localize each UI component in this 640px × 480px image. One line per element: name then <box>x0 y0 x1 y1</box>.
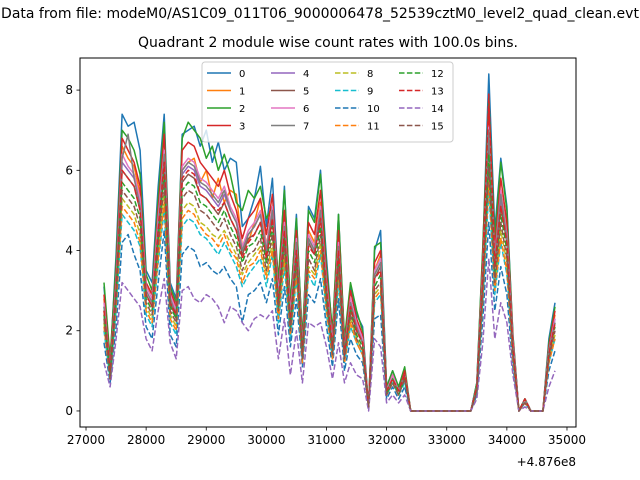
y-axis-ticks: 0 2 4 6 8 <box>65 83 80 418</box>
legend-label-8: 8 <box>367 69 373 80</box>
x-axis-ticks: 27000 28000 29000 30000 31000 32000 33000 34000… <box>67 427 586 447</box>
legend-label-14: 14 <box>431 104 444 115</box>
series-lines <box>103 73 556 412</box>
x-offset-text: +4.876e8 <box>517 455 576 469</box>
x-tick-label: 30000 <box>247 433 285 447</box>
legend-label-0: 0 <box>239 69 245 80</box>
chart-title: Quadrant 2 module wise count rates with … <box>138 35 518 51</box>
x-tick-label: 35000 <box>548 433 586 447</box>
figure-suptitle: Data from file: modeM0/AS1C09_011T06_900… <box>1 6 639 22</box>
legend-frame <box>201 61 454 143</box>
legend-label-4: 4 <box>303 69 309 80</box>
y-tick-label: 0 <box>65 404 73 418</box>
legend-label-10: 10 <box>367 104 380 115</box>
legend-label-2: 2 <box>239 104 245 115</box>
x-tick-label: 28000 <box>127 433 165 447</box>
legend-label-15: 15 <box>431 122 444 133</box>
x-tick-label: 27000 <box>67 433 105 447</box>
x-tick-label: 29000 <box>187 433 225 447</box>
legend-label-12: 12 <box>431 69 444 80</box>
series-line-15 <box>103 165 556 412</box>
x-tick-label: 31000 <box>307 433 345 447</box>
x-tick-label: 32000 <box>368 433 406 447</box>
legend-label-5: 5 <box>303 87 309 98</box>
series-line-14 <box>103 257 556 412</box>
legend-label-9: 9 <box>367 87 373 98</box>
y-tick-label: 2 <box>65 324 73 338</box>
y-tick-label: 6 <box>65 163 73 177</box>
legend-label-1: 1 <box>239 87 245 98</box>
legend-label-11: 11 <box>367 122 380 133</box>
axes-frame <box>79 57 577 428</box>
x-tick-label: 33000 <box>428 433 466 447</box>
x-tick-label: 34000 <box>488 433 526 447</box>
legend-label-6: 6 <box>303 104 309 115</box>
series-line-10 <box>103 221 556 412</box>
legend-label-3: 3 <box>239 122 245 133</box>
legend-label-7: 7 <box>303 122 309 133</box>
legend-label-13: 13 <box>431 87 444 98</box>
y-tick-label: 8 <box>65 83 73 97</box>
y-tick-label: 4 <box>65 244 73 258</box>
